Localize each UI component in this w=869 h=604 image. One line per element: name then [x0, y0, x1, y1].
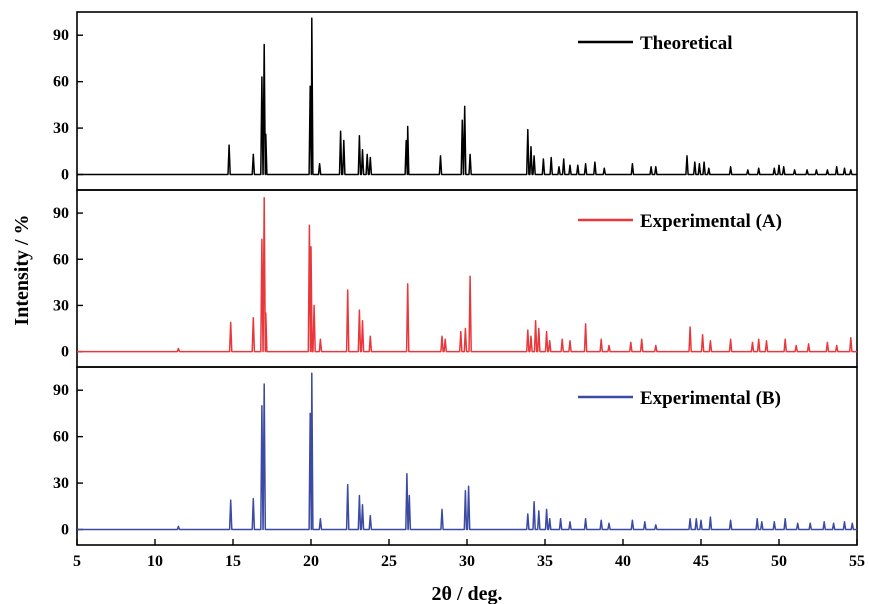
x-tick-label: 40	[615, 553, 631, 570]
panel-3: 0 30 60 90 Experimental (B)	[53, 366, 858, 546]
y-tick-label: 60	[53, 74, 69, 91]
x-tick-label: 10	[147, 553, 163, 570]
y-tick-label: 30	[53, 120, 69, 137]
legend-label: Theoretical	[640, 33, 733, 54]
y-tick-label: 90	[53, 205, 69, 222]
legend-label: Experimental (B)	[640, 388, 781, 409]
y-tick-label: 60	[53, 429, 69, 446]
y-tick-label: 0	[61, 167, 69, 184]
y-tick-label: 90	[53, 27, 69, 44]
x-tick-label: 50	[771, 553, 787, 570]
y-tick-label: 30	[53, 297, 69, 314]
x-tick-label: 45	[693, 553, 709, 570]
panels-layer: 0 30 60 90 Theoretical 0 30 60 90 Experimental (A…	[53, 11, 858, 546]
y-axis-title: Intensity / %	[11, 214, 33, 325]
series-line-2	[77, 196, 857, 353]
y-tick-label: 90	[53, 382, 69, 399]
x-tick-label: 55	[849, 553, 865, 570]
series-line-1	[77, 17, 857, 176]
legend-label: Experimental (A)	[640, 211, 782, 232]
x-axis: 5 10 15 20 25 30 35 40 45 50 55	[73, 539, 865, 570]
y-tick-label: 30	[53, 475, 69, 492]
panel-1: 0 30 60 90 Theoretical	[53, 11, 858, 191]
series-line-3	[77, 372, 857, 531]
x-tick-label: 20	[303, 553, 319, 570]
x-tick-label: 5	[73, 553, 81, 570]
x-axis-title: 2θ / deg.	[432, 583, 503, 604]
x-tick-label: 15	[225, 553, 241, 570]
panel-2: 0 30 60 90 Experimental (A)	[53, 189, 858, 368]
x-tick-label: 30	[459, 553, 475, 570]
panel-frame	[76, 11, 858, 191]
y-tick-label: 0	[61, 344, 69, 361]
x-tick-label: 25	[381, 553, 397, 570]
y-tick-label: 60	[53, 251, 69, 268]
y-tick-label: 0	[61, 522, 69, 539]
x-tick-label: 35	[537, 553, 553, 570]
